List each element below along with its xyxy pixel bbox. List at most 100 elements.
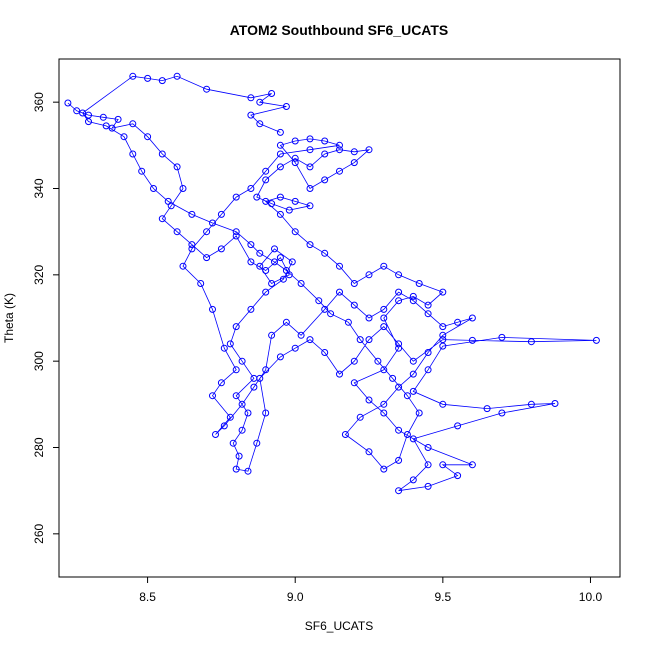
data-point: [179, 185, 187, 192]
data-point: [336, 262, 343, 270]
data-point: [551, 400, 559, 407]
data-point: [150, 185, 157, 192]
data-point: [144, 133, 152, 141]
data-point: [179, 262, 187, 270]
data-point: [129, 72, 137, 80]
data-point: [336, 370, 343, 378]
data-point: [365, 448, 373, 456]
x-axis-label: SF6_UCATS: [305, 619, 373, 633]
data-point: [158, 77, 166, 85]
data-point: [336, 167, 343, 175]
data-point: [173, 72, 181, 80]
data-point: [73, 107, 81, 115]
data-point: [336, 141, 343, 149]
data-point: [409, 476, 417, 484]
data-point: [276, 150, 284, 158]
data-point: [291, 154, 299, 162]
data-point: [395, 297, 403, 305]
data-point: [356, 413, 364, 421]
data-point: [256, 374, 264, 382]
data-point: [247, 241, 255, 249]
data-point: [262, 366, 270, 374]
y-tick-label: 280: [32, 437, 46, 457]
data-point: [188, 245, 196, 253]
data-point: [409, 435, 417, 443]
data-point: [79, 109, 87, 117]
data-point: [188, 241, 196, 249]
x-tick-label: 10.0: [579, 590, 603, 604]
x-tick-label: 9.0: [287, 590, 304, 604]
data-point: [250, 383, 258, 391]
x-axis: 8.5 9.0 9.5 10.0: [139, 577, 602, 604]
data-point: [306, 163, 314, 171]
data-point: [238, 357, 246, 365]
data-point: [409, 297, 417, 305]
data-point: [138, 167, 146, 175]
data-point: [285, 206, 293, 214]
data-point: [64, 99, 72, 107]
data-point: [238, 400, 246, 408]
data-point: [365, 314, 373, 322]
plot-area: [64, 72, 600, 495]
data-point: [247, 111, 255, 119]
data-point: [164, 197, 172, 205]
data-point: [380, 305, 388, 313]
data-point: [327, 310, 335, 318]
data-point: [350, 159, 358, 167]
data-point: [306, 336, 314, 344]
data-point: [203, 85, 211, 93]
data-point: [439, 342, 447, 350]
data-point: [395, 487, 403, 495]
data-point: [158, 150, 166, 158]
data-point: [232, 366, 240, 374]
data-point: [468, 314, 476, 322]
data-point: [158, 215, 166, 223]
data-point: [424, 366, 432, 374]
y-tick-label: 320: [32, 265, 46, 285]
data-point: [238, 426, 246, 434]
data-point: [380, 400, 388, 408]
data-point: [247, 258, 255, 266]
data-point: [321, 349, 329, 356]
data-point: [424, 461, 432, 469]
data-point: [409, 292, 417, 300]
data-point: [268, 90, 276, 97]
data-point: [203, 254, 211, 262]
data-point: [365, 146, 373, 154]
data-point: [439, 323, 447, 331]
data-point: [424, 310, 432, 318]
data-point: [232, 323, 240, 331]
data-point: [268, 200, 276, 208]
data-point: [498, 409, 506, 417]
y-axis: 260 280 300 320 340 360: [32, 92, 59, 544]
data-point: [114, 115, 122, 123]
data-point: [212, 431, 219, 438]
data-point: [276, 193, 284, 201]
data-point: [395, 340, 403, 348]
data-point: [226, 413, 234, 421]
data-point: [129, 150, 137, 158]
data-point: [439, 461, 447, 469]
data-point: [350, 357, 358, 365]
data-point: [85, 118, 92, 126]
data-point: [380, 262, 388, 270]
data-point: [256, 120, 264, 128]
data-point: [380, 314, 388, 322]
data-point: [297, 331, 305, 339]
data-point: [209, 219, 216, 227]
data-point: [395, 271, 403, 279]
data-point: [395, 344, 403, 352]
data-point: [276, 210, 284, 218]
plot-frame: [58, 58, 621, 578]
data-point: [592, 336, 600, 344]
data-point: [380, 409, 388, 417]
data-point: [188, 210, 196, 218]
data-point: [232, 193, 240, 201]
data-point: [217, 210, 225, 218]
data-point: [424, 349, 432, 356]
data-point: [468, 461, 476, 469]
data-point: [129, 120, 137, 128]
data-point: [498, 333, 506, 341]
data-point: [282, 103, 290, 110]
